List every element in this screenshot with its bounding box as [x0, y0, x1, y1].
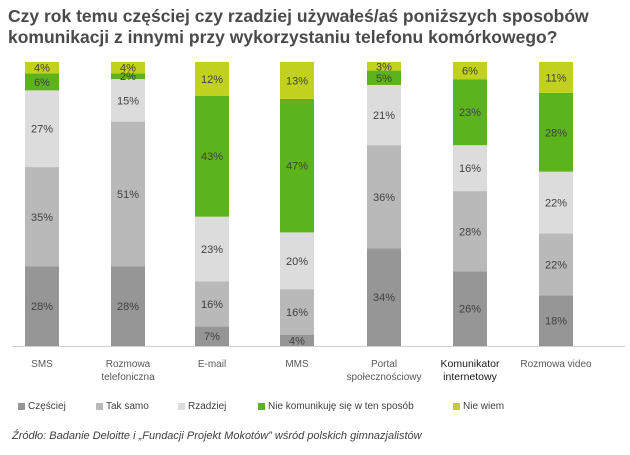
legend-label: Częściej [28, 400, 66, 412]
data-label: 35% [31, 212, 53, 224]
bar-segment [280, 289, 314, 335]
bar-segment [195, 326, 229, 346]
data-label: 18% [545, 316, 567, 328]
legend-swatch [453, 402, 460, 410]
bar-segment [367, 145, 401, 249]
bar-segment [25, 73, 59, 91]
data-label: 20% [286, 256, 308, 268]
bar-segment [453, 62, 487, 80]
data-label: 15% [117, 95, 139, 107]
data-label: 6% [462, 66, 478, 78]
bar-segment [280, 98, 314, 233]
data-label: 23% [459, 107, 481, 119]
data-label: 51% [117, 189, 139, 201]
data-label: 23% [201, 244, 223, 256]
category-label: Komunikator [441, 358, 500, 370]
data-label: 2% [120, 71, 136, 83]
data-label: 6% [34, 77, 50, 89]
bar-segment [539, 171, 573, 234]
legend-swatch [258, 402, 265, 410]
legend: Częściej Tak samo Rzadziej Nie komunikuję s… [18, 398, 618, 414]
category-label: internetowy [443, 371, 497, 383]
data-label: 34% [373, 292, 395, 304]
legend-label: Rzadziej [188, 400, 227, 412]
category-label: MMS [285, 359, 309, 370]
bar-segment [367, 248, 401, 346]
category-label: społecznościowy [346, 372, 421, 383]
category-label: Rozmowa video [520, 359, 592, 370]
data-label: 4% [34, 63, 50, 75]
data-label: 3% [376, 61, 392, 73]
bar-segment [367, 70, 401, 85]
bar-segment [453, 79, 487, 146]
data-label: 28% [545, 127, 567, 139]
bar-segment [25, 167, 59, 267]
bar-segment [111, 73, 145, 80]
bar-segment [453, 145, 487, 192]
legend-item: Rzadziej [178, 398, 226, 414]
data-label: 22% [545, 259, 567, 271]
bar-segment [280, 232, 314, 290]
data-label: 36% [373, 192, 395, 204]
bar-segment [111, 121, 145, 267]
data-label: 16% [286, 307, 308, 319]
bar-segment [111, 62, 145, 74]
data-label: 12% [201, 74, 223, 86]
bar-segment [280, 62, 314, 99]
data-label: 13% [286, 75, 308, 87]
data-label: 27% [31, 124, 53, 136]
data-label: 28% [31, 301, 53, 313]
data-label: 28% [459, 226, 481, 238]
data-label: 47% [286, 161, 308, 173]
legend-swatch [178, 402, 185, 410]
bar-segment [367, 84, 401, 146]
category-label: Portal [371, 359, 397, 370]
bar-segment [539, 62, 573, 93]
data-label: 16% [459, 163, 481, 175]
category-label: E-mail [198, 359, 226, 370]
bar-segment [280, 334, 314, 346]
data-label: 16% [201, 299, 223, 311]
bar-segment [111, 79, 145, 122]
legend-label: Nie komunikuję się w ten sposób [268, 400, 414, 412]
bar-segment [25, 90, 59, 168]
legend-item: Nie komunikuję się w ten sposób [258, 398, 414, 414]
data-label: 4% [289, 335, 305, 347]
category-label: Rozmowa [106, 359, 151, 370]
data-label: 22% [545, 198, 567, 210]
bar-segment [539, 295, 573, 346]
bar-segment [25, 266, 59, 346]
data-label: 4% [120, 63, 136, 75]
category-label: telefoniczna [101, 372, 155, 383]
chart-title: Czy rok temu częściej czy rzadziej używa… [8, 6, 589, 47]
legend-swatch [18, 402, 25, 410]
legend-item: Częściej [18, 398, 66, 414]
bar-segment [195, 95, 229, 217]
stacked-bar-chart: 28%35%27%6%4%28%51%15%2%4%7%16%23%43%12%… [12, 61, 625, 383]
bar-segment [25, 62, 59, 74]
bar-segment [367, 62, 401, 71]
bar-segment [539, 92, 573, 172]
bar-segment [195, 281, 229, 327]
bar-segment [453, 191, 487, 272]
data-label: 43% [201, 151, 223, 163]
bar-segment [195, 62, 229, 96]
legend-label: Nie wiem [463, 400, 505, 412]
legend-item: Tak samo [96, 398, 149, 414]
bar-segment [453, 271, 487, 346]
source-note: Źródło: Badanie Deloitte i „Fundacji Pro… [12, 430, 422, 442]
bar-segment [111, 266, 145, 346]
data-label: 5% [376, 73, 392, 85]
data-label: 7% [204, 331, 220, 343]
category-label: SMS [31, 359, 53, 370]
data-label: 21% [373, 110, 395, 122]
legend-item: Nie wiem [453, 398, 504, 414]
data-label: 28% [117, 301, 139, 313]
legend-swatch [96, 402, 103, 410]
bar-segment [539, 233, 573, 296]
bar-segment [195, 216, 229, 282]
data-label: 11% [545, 72, 566, 84]
legend-label: Tak samo [106, 400, 149, 412]
data-label: 26% [459, 304, 481, 316]
